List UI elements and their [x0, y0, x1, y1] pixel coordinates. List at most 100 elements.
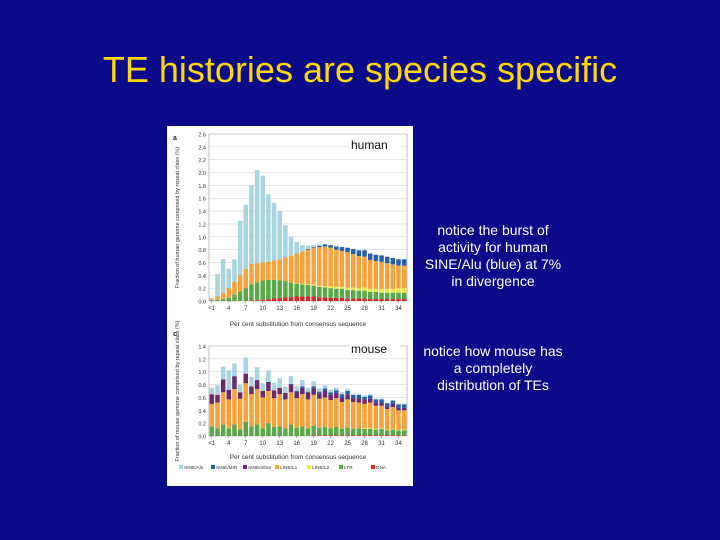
bar-segment-ltr — [339, 428, 345, 436]
bar-segment-line-l1 — [260, 262, 266, 281]
bar-segment-ltr — [379, 428, 384, 436]
bar-segment-line-l2 — [362, 428, 367, 429]
bar-segment-line-l1 — [266, 391, 271, 424]
bar-segment-line-l1 — [339, 250, 345, 287]
y-tick-label: 1.0 — [198, 235, 206, 241]
bar-segment-line-l1 — [345, 252, 350, 288]
bar-segment-dna — [345, 298, 350, 301]
bar-segment-line-l1 — [322, 246, 328, 287]
bar-segment-line-l1 — [283, 257, 288, 282]
bar-segment-line-l1 — [260, 397, 266, 429]
bar-segment-sine-other — [277, 387, 282, 395]
bar-segment-line-l2 — [345, 287, 350, 291]
bar-segment-dna — [249, 300, 254, 301]
bar-segment-sine-other — [215, 394, 220, 403]
bar-segment-dna — [356, 435, 362, 436]
bar-segment-line-l1 — [271, 398, 277, 427]
x-tick-label: 16 — [293, 306, 300, 312]
y-tick-label: 0.6 — [198, 261, 206, 267]
bar-segment-line-l2 — [350, 287, 356, 291]
x-tick-label: 13 — [276, 441, 283, 447]
bar-segment-ltr — [305, 428, 311, 436]
bar-segment-ltr — [328, 288, 333, 298]
y-tick-label: 0.4 — [198, 274, 206, 280]
bar-segment-sine-mir — [288, 383, 294, 385]
bar-segment-dna — [317, 297, 322, 301]
bar-segment-line-l2 — [379, 428, 384, 429]
x-tick-label: 22 — [327, 441, 334, 447]
bar-segment-sine-other — [379, 402, 384, 406]
bar-segment-ltr — [232, 294, 237, 301]
bar-segment-sine-mir — [350, 248, 356, 255]
bar-segment-line-l1 — [288, 392, 294, 425]
bar-segment-line-l1 — [271, 260, 277, 280]
bar-segment-sine-alu — [243, 357, 249, 374]
bar-segment-sine-alu — [209, 387, 215, 395]
bar-segment-line-l2 — [396, 429, 401, 431]
bar-segment-ltr — [384, 430, 390, 436]
bar-segment-line-l2 — [401, 288, 407, 293]
bar-segment-sine-other — [226, 389, 232, 400]
y-axis-label: Fraction of human genome comprised by re… — [175, 147, 181, 288]
y-tick-label: 2.6 — [198, 133, 206, 139]
bar-segment-sine-other — [328, 394, 333, 400]
bar-segment-sine-alu — [300, 380, 305, 387]
bar-segment-sine-other — [339, 397, 345, 402]
bar-segment-line-l2 — [311, 284, 316, 286]
bar-segment-dna — [390, 299, 396, 301]
bar-segment-ltr — [322, 427, 328, 436]
human-chart: 0.0 0.2 0.4 0.6 0.8 1.0 1.2 1.4 1.6 1.8 2.0 2.2 2.4 2… — [173, 133, 408, 328]
bar-segment-line-l1 — [215, 402, 220, 429]
bar-segment-sine-alu — [362, 395, 367, 397]
x-tick-label: 28 — [361, 441, 368, 447]
bar-segment-sine-alu — [339, 392, 345, 395]
y-tick-label: 0.0 — [198, 300, 206, 306]
bar-segment-dna — [362, 435, 367, 436]
chart-title: mouse — [351, 342, 387, 356]
bar-segment-dna — [379, 435, 384, 436]
bar-segment-dna — [396, 299, 401, 301]
bar-segment-ltr — [350, 428, 356, 436]
bar-segment-sine-alu — [249, 376, 254, 387]
bar-segment-dna — [311, 435, 316, 436]
bar-segment-line-l1 — [300, 251, 305, 284]
bar-segment-sine-other — [220, 379, 226, 393]
bar-segment-sine-alu — [311, 245, 316, 248]
bar-segment-line-l1 — [396, 265, 401, 289]
panel-letter: c — [173, 331, 177, 338]
legend-label-sine-mir: SINE/MIR — [216, 465, 238, 471]
bar-segment-sine-mir — [379, 399, 384, 403]
bar-segment-line-l1 — [401, 265, 407, 289]
bar-segment-sine-alu — [322, 385, 328, 389]
bar-segment-line-l1 — [384, 263, 390, 289]
bar-segment-ltr — [300, 284, 305, 297]
repeat-age-charts: 0.0 0.2 0.4 0.6 0.8 1.0 1.2 1.4 1.6 1.8 2.0 2.2 2.4 2… — [173, 133, 408, 471]
bar-segment-sine-mir — [390, 257, 396, 265]
bar-segment-line-l1 — [328, 400, 333, 429]
bar-segment-line-l1 — [362, 403, 367, 429]
bar-segment-dna — [334, 435, 339, 436]
bar-segment-sine-other — [345, 394, 350, 400]
y-tick-label: 0.2 — [198, 422, 206, 428]
bar-segment-ltr — [209, 426, 215, 436]
x-tick-label: 34 — [395, 441, 402, 447]
bar-segment-dna — [367, 299, 373, 301]
bar-segment-ltr — [390, 292, 396, 300]
bar-segment-sine-other — [390, 403, 396, 408]
bar-segment-sine-mir — [334, 390, 339, 393]
bar-segment-line-l1 — [300, 394, 305, 427]
bar-segment-line-l2 — [379, 288, 384, 293]
bar-segment-sine-mir — [362, 396, 367, 400]
y-tick-label: 1.2 — [198, 222, 206, 228]
bar-segment-ltr — [254, 424, 260, 436]
bar-segment-ltr — [362, 290, 367, 299]
bar-segment-sine-alu — [215, 385, 220, 395]
bar-segment-sine-other — [288, 384, 294, 393]
bar-segment-sine-alu — [226, 370, 232, 390]
bar-segment-sine-alu — [283, 225, 288, 258]
bar-segment-sine-other — [362, 400, 367, 404]
bar-segment-sine-alu — [232, 259, 237, 282]
slide-title: TE histories are species specific — [102, 49, 618, 90]
legend-swatch-sine-other — [243, 465, 247, 469]
bar-segment-dna — [322, 297, 328, 301]
